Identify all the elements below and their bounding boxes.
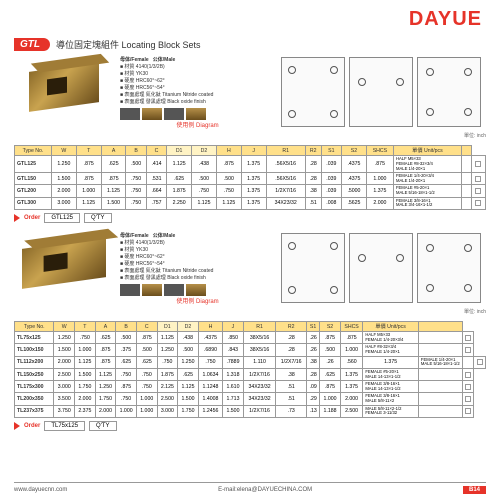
title-row: GTL 導位固定塊組件 Locating Block Sets	[14, 38, 486, 51]
col-header: J	[241, 146, 266, 156]
col-header: D1	[157, 322, 178, 332]
order-row-2: Order TL75x125 Q'TY	[14, 421, 486, 431]
col-header: S1	[321, 146, 341, 156]
tech-drawing-1	[281, 57, 481, 127]
col-header: Type No.	[15, 322, 54, 332]
col-header: SHCS	[340, 322, 362, 332]
table-row: GTL2002.0001.0001.125.750.6641.875.750.7…	[15, 185, 486, 197]
footer-email: E-mail:elena@DAYUECHINA.COM	[218, 487, 312, 493]
col-header: SHCS	[366, 146, 393, 156]
col-header: H	[216, 146, 241, 156]
col-header: 單價 Unit/pcs	[363, 322, 419, 332]
table-row: GTL1501.500.875.875.750.531.625.500.5001…	[15, 173, 486, 185]
col-header: J	[223, 322, 244, 332]
unit-label-1: 單位: inch	[14, 132, 486, 139]
col-header: S1	[307, 322, 320, 332]
table-row: TL75x1251.250.750.625.500.8751.125.438.4…	[15, 332, 486, 344]
render-3d-1	[14, 57, 114, 117]
col-header	[461, 146, 471, 156]
order-row-1: Order GTL125 Q'TY	[14, 213, 486, 223]
col-header: A	[95, 322, 116, 332]
series-badge: GTL	[14, 38, 50, 51]
col-header: R1	[243, 322, 276, 332]
table-row: TL200x3503.5002.0001.750.7501.0002.5001.…	[15, 393, 486, 405]
col-header: A	[101, 146, 126, 156]
col-header: Type No.	[15, 146, 52, 156]
col-header: 單價 Unit/pcs	[393, 146, 461, 156]
figure-row-1: 母体/Female 公体/Male ■ 材質 4140(1/3/2B)■ 材質 …	[14, 57, 486, 130]
col-header	[418, 322, 462, 332]
spec-table-1: Type No.WTABCD1D2HJR1R2S1S2SHCS單價 Unit/p…	[14, 145, 486, 209]
legend-1: 母体/Female 公体/Male ■ 材質 4140(1/3/2B)■ 材質 …	[120, 57, 275, 130]
footer: www.dayuecnn.com E-mail:elena@DAYUECHINA…	[14, 482, 486, 494]
page-title: 導位固定塊組件 Locating Block Sets	[56, 38, 201, 51]
brand-logo: DAYUE	[409, 8, 482, 31]
table-row: TL150x2502.5001.5001.125.750.7501.875.62…	[15, 368, 486, 380]
col-header: R2	[305, 146, 321, 156]
col-header: W	[51, 146, 76, 156]
col-header: B	[126, 146, 146, 156]
col-header: R2	[276, 322, 307, 332]
legend-2: 母体/Female 公体/Male ■ 材質 4140(1/3/2B)■ 材質 …	[120, 233, 275, 306]
col-header: S2	[342, 146, 367, 156]
tech-drawing-2	[281, 233, 481, 303]
col-header: C	[146, 146, 166, 156]
render-3d-2	[14, 233, 114, 293]
unit-label-2: 單位: inch	[14, 308, 486, 315]
col-header: D2	[178, 322, 199, 332]
spec-table-2: Type No.WTABCD1D2HJR1R2S1S2SHCS單價 Unit/p…	[14, 321, 486, 418]
col-header: T	[76, 146, 101, 156]
triangle-icon	[14, 214, 20, 222]
figure-row-2: 母体/Female 公体/Male ■ 材質 4140(1/3/2B)■ 材質 …	[14, 233, 486, 306]
table-row: TL112x2002.0001.125.875.625.625.7501.250…	[15, 356, 486, 368]
col-header: R1	[266, 146, 305, 156]
table-row: TL175x3003.0001.7501.250.875.7502.1251.1…	[15, 381, 486, 393]
col-header: S2	[320, 322, 341, 332]
col-header: D1	[167, 146, 192, 156]
table-row: TL100x1501.5001.000.875.375.5001.250.500…	[15, 344, 486, 356]
col-header: B	[116, 322, 137, 332]
triangle-icon	[14, 422, 20, 430]
table-row: GTL3003.0001.1251.500.750.7572.2501.1251…	[15, 197, 486, 209]
table-row: TL237x3753.7502.3752.0001.0001.0003.0001…	[15, 405, 486, 417]
footer-site: www.dayuecnn.com	[14, 487, 67, 493]
col-header: W	[54, 322, 75, 332]
table-row: GTL1251.250.875.625.500.4141.125.438.875…	[15, 156, 486, 173]
col-header: H	[198, 322, 222, 332]
page-number: B14	[463, 486, 486, 494]
col-header: D2	[192, 146, 217, 156]
col-header: C	[136, 322, 157, 332]
col-header: T	[75, 322, 96, 332]
